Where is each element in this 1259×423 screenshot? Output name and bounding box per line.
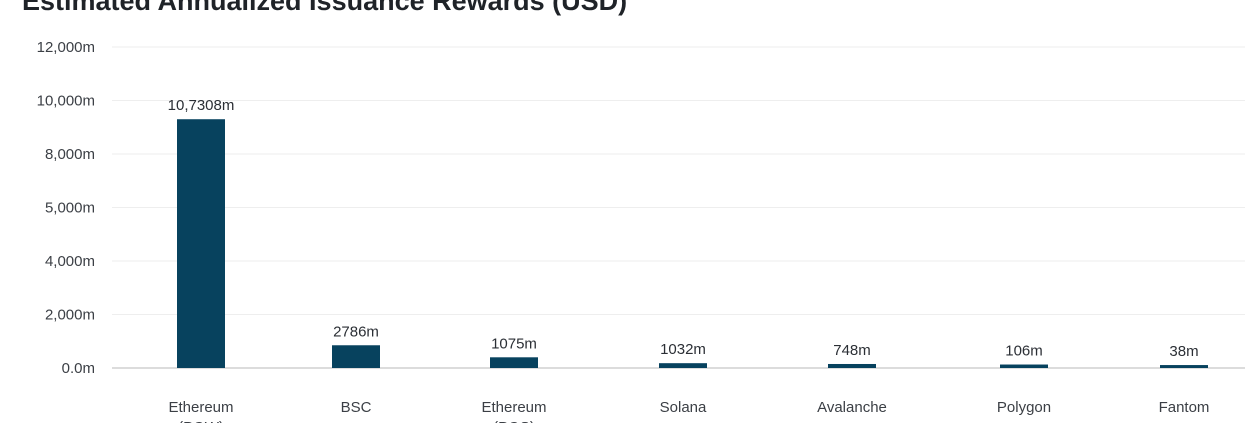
data-label: 2786m	[333, 323, 379, 340]
y-tick-label: 5,000m	[45, 200, 95, 217]
x-category-label: (POW)	[178, 419, 224, 423]
x-category-label: (POS)	[493, 419, 535, 423]
x-category-label: Ethereum	[168, 399, 233, 416]
y-tick-label: 4,000m	[45, 253, 95, 270]
x-category-label: Ethereum	[481, 399, 546, 416]
y-tick-label: 0.0m	[62, 360, 95, 377]
y-tick-label: 8,000m	[45, 146, 95, 163]
bar	[490, 357, 538, 368]
x-category-label: Avalanche	[817, 399, 887, 416]
bar	[659, 363, 707, 368]
data-label: 748m	[833, 342, 871, 359]
data-label: 1032m	[660, 341, 706, 358]
x-category-label: Polygon	[997, 399, 1051, 416]
bar	[1000, 364, 1048, 368]
data-label: 1075m	[491, 335, 537, 352]
x-category-label: Solana	[660, 399, 707, 416]
data-label: 10,7308m	[168, 97, 235, 114]
bar	[1160, 365, 1208, 368]
data-label: 106m	[1005, 343, 1043, 360]
data-label: 38m	[1169, 343, 1198, 360]
y-tick-label: 10,000m	[37, 93, 95, 110]
bar	[828, 363, 876, 368]
bar	[332, 345, 380, 368]
x-category-label: Fantom	[1159, 399, 1210, 416]
y-tick-label: 12,000m	[37, 39, 95, 56]
y-tick-label: 2,000m	[45, 307, 95, 324]
bar	[177, 119, 225, 368]
x-category-label: BSC	[341, 399, 372, 416]
chart-title: Estimated Annualized Issuance Rewards (U…	[22, 0, 628, 16]
